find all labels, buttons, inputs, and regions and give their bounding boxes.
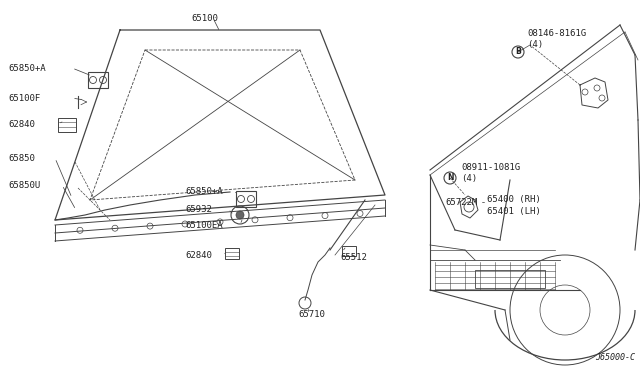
Text: 08146-8161G: 08146-8161G xyxy=(527,29,586,38)
Text: J65000-C: J65000-C xyxy=(595,353,635,362)
Text: 65932: 65932 xyxy=(185,205,212,214)
Bar xyxy=(58,118,76,132)
Bar xyxy=(475,270,545,288)
Text: 08911-1081G: 08911-1081G xyxy=(461,163,520,172)
Text: 65100: 65100 xyxy=(191,14,218,23)
Text: 65850U: 65850U xyxy=(8,181,40,190)
Text: (4): (4) xyxy=(461,174,477,183)
Text: 65850+A: 65850+A xyxy=(185,187,223,196)
Text: 65722M: 65722M xyxy=(445,198,477,207)
Text: 65100EA: 65100EA xyxy=(185,221,223,230)
Text: N: N xyxy=(447,173,453,183)
Text: 65401 (LH): 65401 (LH) xyxy=(487,207,541,216)
Bar xyxy=(225,248,239,259)
Bar xyxy=(236,191,256,207)
Text: 65710: 65710 xyxy=(298,310,325,319)
Text: 65100F: 65100F xyxy=(8,94,40,103)
Text: (4): (4) xyxy=(527,40,543,49)
Bar xyxy=(88,72,108,88)
Bar xyxy=(342,246,356,256)
Text: 62840: 62840 xyxy=(185,251,212,260)
Circle shape xyxy=(236,211,244,219)
Text: 62840: 62840 xyxy=(8,120,35,129)
Text: 65850+A: 65850+A xyxy=(8,64,45,73)
Text: B: B xyxy=(515,48,521,57)
Text: 65512: 65512 xyxy=(340,253,367,262)
Text: 65850: 65850 xyxy=(8,154,35,163)
Text: 65400 (RH): 65400 (RH) xyxy=(487,195,541,204)
